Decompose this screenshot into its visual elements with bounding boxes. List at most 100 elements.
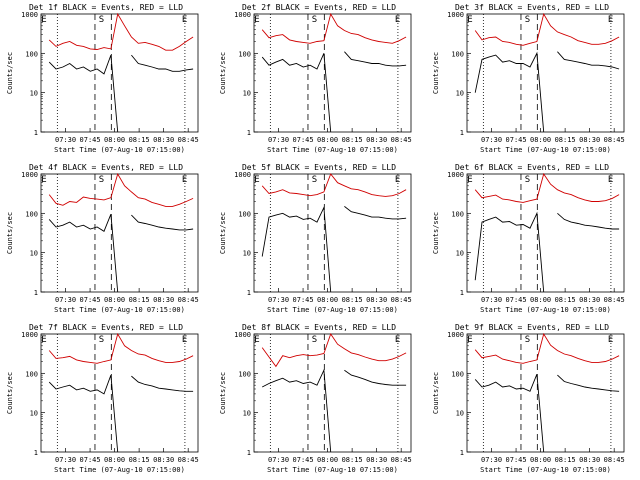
chart-panel-2: Det 2f BLACK = Events, RED = LLD 1 10 100 10… <box>219 3 412 154</box>
event-marker-label: E <box>254 175 259 185</box>
x-tick-label: 07:45 <box>80 296 101 304</box>
y-tick-label: 1 <box>34 449 38 457</box>
event-marker-label: S <box>312 335 317 345</box>
plot-frame <box>466 13 625 133</box>
events-series-line <box>48 214 194 293</box>
y-tick-label: 10 <box>456 90 464 98</box>
x-tick-label: 08:45 <box>178 456 199 464</box>
y-tick-label: 1000 <box>447 171 464 179</box>
y-axis-label: Counts/sec <box>219 372 227 414</box>
plot-frame <box>40 13 199 133</box>
y-axis-label: Counts/sec <box>6 212 14 254</box>
y-tick-label: 10 <box>30 410 38 418</box>
event-marker-label: S <box>99 175 104 185</box>
x-tick-label: 08:30 <box>579 296 600 304</box>
events-series-line <box>261 205 407 293</box>
x-tick-label: 07:30 <box>55 456 76 464</box>
x-axis-label: Start Time (07-Aug-10 07:15:00) <box>480 306 611 314</box>
plot-frame <box>466 173 625 293</box>
event-marker-label: E <box>41 175 46 185</box>
plot-frame <box>466 333 625 453</box>
y-tick-label: 100 <box>25 370 38 378</box>
x-tick-label: 07:30 <box>481 296 502 304</box>
x-tick-label: 07:30 <box>268 296 289 304</box>
y-tick-label: 1000 <box>234 331 251 339</box>
chart-panel-3: Det 3f BLACK = Events, RED = LLD 1 10 100 10… <box>432 3 625 154</box>
y-tick-label: 100 <box>238 370 251 378</box>
x-tick-label: 08:15 <box>555 136 576 144</box>
x-axis-label: Start Time (07-Aug-10 07:15:00) <box>480 466 611 474</box>
event-marker-label: S <box>99 335 104 345</box>
event-marker-label: E <box>182 15 187 25</box>
x-axis-label: Start Time (07-Aug-10 07:15:00) <box>54 306 185 314</box>
x-tick-label: 08:45 <box>178 136 199 144</box>
x-tick-label: 08:45 <box>391 456 412 464</box>
events-series-line <box>474 51 620 133</box>
event-marker-label: E <box>608 175 613 185</box>
lld-series-line <box>474 12 620 46</box>
x-tick-label: 07:45 <box>80 456 101 464</box>
x-tick-label: 07:30 <box>481 136 502 144</box>
x-tick-label: 08:00 <box>317 296 338 304</box>
chart-panel-7: Det 7f BLACK = Events, RED = LLD 1 10 100 10… <box>6 323 199 474</box>
x-tick-label: 07:30 <box>55 136 76 144</box>
x-axis-label: Start Time (07-Aug-10 07:15:00) <box>267 306 398 314</box>
chart-panel-9: Det 9f BLACK = Events, RED = LLD 1 10 100 10… <box>432 323 625 474</box>
x-tick-label: 08:00 <box>104 456 125 464</box>
y-tick-label: 10 <box>243 90 251 98</box>
lld-series-line <box>261 173 407 197</box>
x-tick-label: 07:45 <box>80 136 101 144</box>
chart-panel-4: Det 4f BLACK = Events, RED = LLD 1 10 100 10… <box>6 163 199 314</box>
y-axis-label: Counts/sec <box>219 52 227 94</box>
chart-panel-1: Det 1f BLACK = Events, RED = LLD 1 10 100 10… <box>6 3 199 154</box>
y-tick-label: 1000 <box>21 331 38 339</box>
chart-title: Det 3f BLACK = Events, RED = LLD <box>455 3 609 12</box>
x-tick-label: 07:45 <box>506 456 527 464</box>
event-marker-label: S <box>525 335 530 345</box>
y-tick-label: 100 <box>238 210 251 218</box>
y-tick-label: 1 <box>34 289 38 297</box>
y-axis-label: Counts/sec <box>219 212 227 254</box>
x-tick-label: 08:00 <box>530 456 551 464</box>
event-marker-label: E <box>395 335 400 345</box>
event-marker-label: S <box>312 15 317 25</box>
x-tick-label: 08:15 <box>555 296 576 304</box>
y-tick-label: 1000 <box>234 11 251 19</box>
x-axis-label: Start Time (07-Aug-10 07:15:00) <box>54 146 185 154</box>
x-tick-label: 08:15 <box>342 296 363 304</box>
x-tick-label: 08:30 <box>366 136 387 144</box>
y-axis-label: Counts/sec <box>432 372 440 414</box>
y-tick-label: 1000 <box>234 171 251 179</box>
y-tick-label: 10 <box>243 250 251 258</box>
chart-panel-5: Det 5f BLACK = Events, RED = LLD 1 10 100 10… <box>219 163 412 314</box>
y-tick-label: 100 <box>451 370 464 378</box>
chart-title: Det 1f BLACK = Events, RED = LLD <box>29 3 183 12</box>
event-marker-label: S <box>525 175 530 185</box>
y-tick-label: 10 <box>456 410 464 418</box>
y-axis-label: Counts/sec <box>6 52 14 94</box>
x-tick-label: 08:15 <box>342 456 363 464</box>
y-tick-label: 1 <box>460 449 464 457</box>
y-tick-label: 100 <box>25 210 38 218</box>
x-tick-label: 08:00 <box>104 296 125 304</box>
lld-series-line <box>48 332 194 364</box>
plot-frame <box>253 13 412 133</box>
x-tick-label: 08:15 <box>555 456 576 464</box>
event-marker-label: E <box>467 175 472 185</box>
events-series-line <box>474 211 620 293</box>
y-tick-label: 1 <box>460 289 464 297</box>
x-tick-label: 07:45 <box>506 296 527 304</box>
y-tick-label: 100 <box>238 50 251 58</box>
event-marker-label: E <box>41 335 46 345</box>
x-tick-label: 08:00 <box>317 136 338 144</box>
x-axis-label: Start Time (07-Aug-10 07:15:00) <box>267 146 398 154</box>
y-tick-label: 10 <box>30 250 38 258</box>
x-tick-label: 08:30 <box>153 296 174 304</box>
event-marker-label: E <box>608 335 613 345</box>
y-tick-label: 1 <box>460 129 464 137</box>
x-tick-label: 07:30 <box>55 296 76 304</box>
event-marker-label: E <box>608 15 613 25</box>
x-tick-label: 08:45 <box>604 136 625 144</box>
x-tick-label: 08:45 <box>604 296 625 304</box>
chart-title: Det 9f BLACK = Events, RED = LLD <box>455 323 609 332</box>
